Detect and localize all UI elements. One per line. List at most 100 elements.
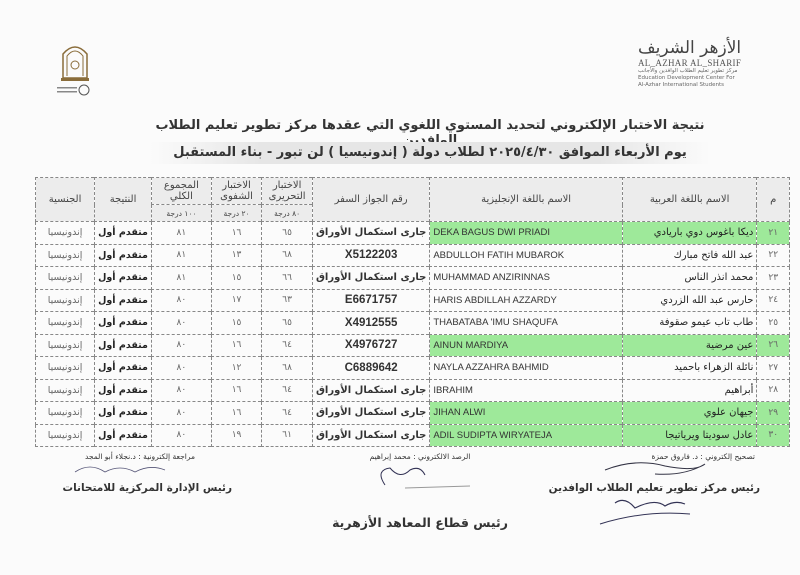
- cell-passport: جارى استكمال الأوراق: [311, 221, 431, 245]
- cell-no: ٣٠: [756, 423, 790, 447]
- cell-total: ٨٠: [150, 378, 212, 402]
- header-oral-max: ٢٠ درجة: [210, 204, 263, 222]
- header-oral: الاختبار الشفوى: [210, 177, 263, 205]
- cell-name-en: JIHAN ALWI: [429, 401, 623, 425]
- cell-total: ٨١: [150, 266, 212, 290]
- cell-nationality: إندونيسيا: [34, 221, 96, 245]
- review-credit: مراجعة إلكترونية : د.نجلاء أبو المجد: [84, 452, 195, 461]
- cell-written: ٦٤: [261, 401, 313, 425]
- header-result: النتيجة: [94, 177, 152, 222]
- cell-oral: ١٣: [210, 243, 263, 267]
- cell-no: ٢٢: [756, 243, 790, 267]
- brand-center-en-2: Al-Azhar International Students: [638, 82, 725, 88]
- cell-nationality: إندونيسيا: [34, 288, 96, 312]
- table-row: ٣٠ عادل سوديتا ويرياتيجا ADIL SUDIPTA WIRY…: [34, 423, 790, 447]
- cell-result: متقدم أول: [94, 356, 152, 380]
- cell-total: ٨١: [150, 221, 212, 245]
- header-passport: رقم الجواز السفر: [311, 177, 431, 222]
- table-row: ٢٣ محمد انذر الناس MUHAMMAD ANZIRINNAS جارى…: [34, 266, 790, 290]
- cell-written: ٦١: [261, 423, 313, 447]
- table-row: ٢٦ عين مرضية AINUN MARDIYA X4976727 ٦٤ ١٦ ٨٠ مت…: [34, 333, 790, 357]
- table-row: ٢٩ جيهان علوي JIHAN ALWI جارى استكمال الأور…: [34, 401, 790, 425]
- cell-name-en: MUHAMMAD ANZIRINNAS: [429, 266, 623, 290]
- brand-center-en-1: Education Development Center For: [638, 75, 735, 81]
- cell-written: ٦٣: [261, 288, 313, 312]
- cell-nationality: إندونيسيا: [34, 266, 96, 290]
- cell-passport: جارى استكمال الأوراق: [311, 401, 431, 425]
- cell-nationality: إندونيسيا: [34, 333, 96, 357]
- cell-result: متقدم أول: [94, 221, 152, 245]
- al-azhar-seal-icon: [57, 46, 90, 96]
- table-row: ٢٤ حارس عبد الله الزردي HARIS ABDILLAH AZZ…: [34, 288, 790, 312]
- cell-oral: ١٥: [210, 266, 263, 290]
- cell-total: ٨٠: [150, 311, 212, 335]
- cell-result: متقدم أول: [94, 401, 152, 425]
- cell-name-ar: محمد انذر الناس: [621, 266, 758, 290]
- cell-written: ٦٥: [261, 311, 313, 335]
- al-azhar-brand: الأزهر الشريف AL_AZHAR AL_SHARIF مركز تط…: [638, 38, 788, 89]
- header-nationality: الجنسية: [34, 177, 96, 222]
- brand-latin: AL_AZHAR AL_SHARIF: [638, 58, 742, 68]
- brand-center-ar: مركز تطوير تعليم الطلاب الوافدين والأجان…: [638, 68, 738, 74]
- cell-no: ٢١: [756, 221, 790, 245]
- cell-oral: ١٦: [210, 221, 263, 245]
- cell-name-en: AINUN MARDIYA: [429, 333, 623, 357]
- cell-passport: C6889642: [311, 356, 431, 380]
- cell-result: متقدم أول: [94, 378, 152, 402]
- header-total-max: ١٠٠ درجة: [150, 204, 212, 222]
- cell-oral: ١٢: [210, 356, 263, 380]
- cell-nationality: إندونيسيا: [34, 401, 96, 425]
- cell-name-en: THABATABA 'IMU SHAQUFA: [429, 311, 623, 335]
- header-no: م: [756, 177, 790, 222]
- header-name-en: الاسم باللغة الإنجليزية: [429, 177, 623, 222]
- cell-name-ar: ديكا باغوس دوي باريادي: [621, 221, 758, 245]
- cell-passport: X4976727: [311, 333, 431, 357]
- table-row: ٢٢ عبد الله فاتح مبارك ABDULLOH FATIH MUBA…: [34, 243, 790, 267]
- cell-name-ar: جيهان علوي: [621, 401, 758, 425]
- cell-result: متقدم أول: [94, 333, 152, 357]
- cell-oral: ١٦: [210, 333, 263, 357]
- cell-written: ٦٤: [261, 378, 313, 402]
- cell-oral: ١٦: [210, 378, 263, 402]
- cell-nationality: إندونيسيا: [34, 423, 96, 447]
- signature-center-head: [599, 462, 706, 525]
- cell-name-en: HARIS ABDILLAH AZZARDY: [429, 288, 623, 312]
- cell-name-ar: عبد الله فاتح مبارك: [621, 243, 758, 267]
- cell-name-ar: طاب تاب عيمو صقوفة: [621, 311, 758, 335]
- cell-result: متقدم أول: [94, 288, 152, 312]
- cell-result: متقدم أول: [94, 243, 152, 267]
- cell-total: ٨٠: [150, 401, 212, 425]
- cell-passport: X4912555: [311, 311, 431, 335]
- cell-name-ar: عين مرضية: [621, 333, 758, 357]
- cell-written: ٦٨: [261, 356, 313, 380]
- cell-total: ٨١: [150, 243, 212, 267]
- table-row: ٢٨ أبراهيم IBRAHIM جارى استكمال الأوراق ٦٤ ١٦…: [34, 378, 790, 402]
- cell-no: ٢٩: [756, 401, 790, 425]
- table-row: ٢١ ديكا باغوس دوي باريادي DEKA BAGUS DWI P…: [34, 221, 790, 245]
- cell-name-ar: نائلة الزهراء باحميد: [621, 356, 758, 380]
- center-head-title: رئيس مركز تطوير تعليم الطلاب الوافدين: [548, 482, 760, 494]
- cell-written: ٦٨: [261, 243, 313, 267]
- cell-oral: ١٧: [210, 288, 263, 312]
- title-line-2: يوم الأربعاء الموافق ٢٠٢٥/٤/٣٠ لطلاب دول…: [150, 142, 710, 164]
- cell-written: ٦٦: [261, 266, 313, 290]
- cell-name-en: ADIL SUDIPTA WIRYATEJA: [429, 423, 623, 447]
- cell-total: ٨٠: [150, 423, 212, 447]
- correction-credit: تصحيح إلكتروني : د. فاروق حمزة: [651, 452, 755, 461]
- results-table: م الاسم باللغة العربية الاسم باللغة الإن…: [34, 177, 790, 447]
- cell-no: ٢٦: [756, 333, 790, 357]
- cell-passport: جارى استكمال الأوراق: [311, 266, 431, 290]
- cell-nationality: إندونيسيا: [34, 356, 96, 380]
- cell-result: متقدم أول: [94, 266, 152, 290]
- cell-oral: ١٦: [210, 401, 263, 425]
- table-row: ٢٥ طاب تاب عيمو صقوفة THABATABA 'IMU SHAQU…: [34, 311, 790, 335]
- cell-name-ar: عادل سوديتا ويرياتيجا: [621, 423, 758, 447]
- brand-arabic: الأزهر الشريف: [638, 38, 742, 58]
- cell-total: ٨٠: [150, 288, 212, 312]
- cell-no: ٢٥: [756, 311, 790, 335]
- cell-passport: X5122203: [311, 243, 431, 267]
- cell-nationality: إندونيسيا: [34, 378, 96, 402]
- cell-name-en: IBRAHIM: [429, 378, 623, 402]
- cell-name-ar: أبراهيم: [621, 378, 758, 402]
